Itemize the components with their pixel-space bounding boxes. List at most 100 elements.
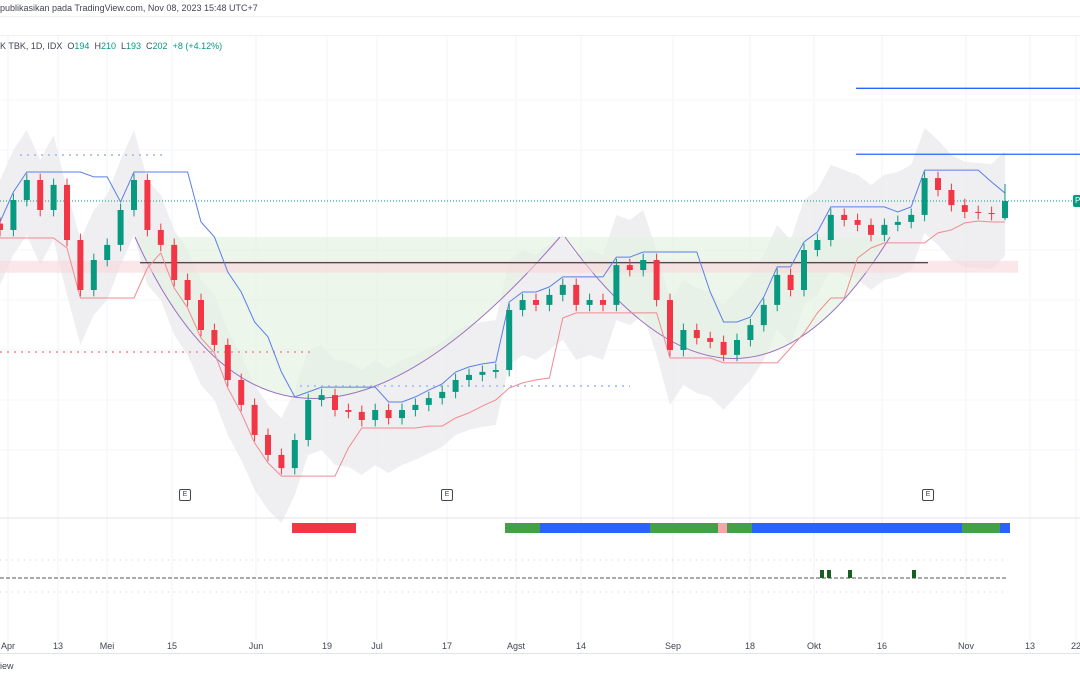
candle-body <box>224 344 231 380</box>
candle-body <box>412 404 419 410</box>
candle-body <box>533 300 539 305</box>
candle-body <box>479 371 486 375</box>
candle-body <box>854 220 861 225</box>
open-label: O <box>67 41 75 51</box>
open-value: 194 <box>74 41 90 51</box>
candle-body <box>653 260 660 300</box>
x-tick-label: Mei <box>99 641 115 651</box>
x-tick-label: 19 <box>321 641 333 651</box>
tradingview-logo-text: iew <box>0 661 14 671</box>
candle-body <box>238 380 245 405</box>
candle-body <box>988 212 995 215</box>
candle-body <box>157 230 164 245</box>
signal-bar <box>827 570 831 578</box>
lower-channel-line <box>0 220 1005 477</box>
candle-body <box>734 340 740 355</box>
x-tick-label: Apr <box>0 641 16 651</box>
candle-body <box>345 410 352 412</box>
candle-body <box>23 180 30 200</box>
regime-segment <box>752 523 962 533</box>
signal-bar <box>912 570 916 578</box>
x-tick-label: Agst <box>506 641 526 651</box>
candle-body <box>546 294 553 305</box>
divider <box>0 16 1080 17</box>
candle-body <box>211 330 218 345</box>
candle-body <box>131 180 137 210</box>
candle-body <box>184 280 191 300</box>
candle-body <box>385 410 392 419</box>
candle-body <box>198 300 204 330</box>
candle-body <box>841 214 848 220</box>
last-price-label: P <box>1073 195 1080 207</box>
candle-body <box>720 341 727 355</box>
x-tick-label: 14 <box>575 641 587 651</box>
candle-body <box>613 265 620 305</box>
candle-body <box>144 180 151 230</box>
candle-body <box>693 330 700 339</box>
candle-body <box>332 395 338 410</box>
candle-body <box>519 300 526 310</box>
regime-segment <box>727 523 752 533</box>
cup-arc <box>134 236 561 399</box>
candle-body <box>399 410 405 419</box>
candle-body <box>559 284 566 295</box>
candle-body <box>439 391 446 399</box>
candle-body <box>760 304 767 326</box>
symbol-info: K TBK, 1D, IDX <box>0 41 63 51</box>
candle-body <box>90 260 97 290</box>
candle-body <box>586 300 593 305</box>
candle-body <box>251 404 258 435</box>
candle-body <box>961 205 968 212</box>
candle-body <box>64 184 70 240</box>
candle-body <box>814 240 821 250</box>
candle-body <box>50 184 57 210</box>
x-tick-label: Jul <box>371 641 383 651</box>
candle-body <box>747 325 754 340</box>
candle-body <box>104 244 111 260</box>
close-value: 202 <box>152 41 168 51</box>
publish-info: publikasikan pada TradingView.com, Nov 0… <box>0 3 258 13</box>
high-label: H <box>94 41 101 51</box>
candle-body <box>707 338 714 342</box>
candle-body <box>827 214 834 240</box>
candle-body <box>1002 201 1008 219</box>
signal-bar <box>820 570 824 578</box>
candle-body <box>921 178 928 215</box>
regime-segment <box>1000 523 1010 533</box>
candle-body <box>600 300 606 305</box>
candle-body <box>278 454 285 469</box>
x-tick-label: 16 <box>876 641 888 651</box>
candle-body <box>868 224 874 235</box>
candle-body <box>318 395 325 400</box>
candle-body <box>305 400 312 440</box>
candle-body <box>117 210 124 245</box>
candle-body <box>265 434 271 455</box>
high-value: 210 <box>100 41 116 51</box>
candle-body <box>506 310 513 370</box>
x-tick-label: Nov <box>957 641 975 651</box>
earnings-marker[interactable]: E <box>179 489 191 501</box>
candle-body <box>425 398 432 405</box>
x-tick-label: 15 <box>166 641 178 651</box>
candle-body <box>881 224 888 235</box>
earnings-marker[interactable]: E <box>441 489 453 501</box>
regime-segment <box>292 523 356 533</box>
regime-segment <box>650 523 718 533</box>
candle-body <box>667 300 673 350</box>
x-tick-label: Sep <box>664 641 682 651</box>
candle-body <box>0 223 3 230</box>
candle-body <box>680 330 687 350</box>
candle-body <box>358 411 365 420</box>
candle-body <box>935 178 941 190</box>
resistance-zone <box>0 260 1018 273</box>
signal-bar <box>848 570 852 578</box>
earnings-marker[interactable]: E <box>922 489 934 501</box>
candle-body <box>640 260 647 270</box>
candle-body <box>10 200 17 230</box>
upper-channel-line <box>0 169 1006 403</box>
divider <box>0 35 1080 36</box>
low-label: L <box>120 41 126 51</box>
x-tick-label: 22 <box>1070 641 1080 651</box>
candle-body <box>626 265 633 270</box>
